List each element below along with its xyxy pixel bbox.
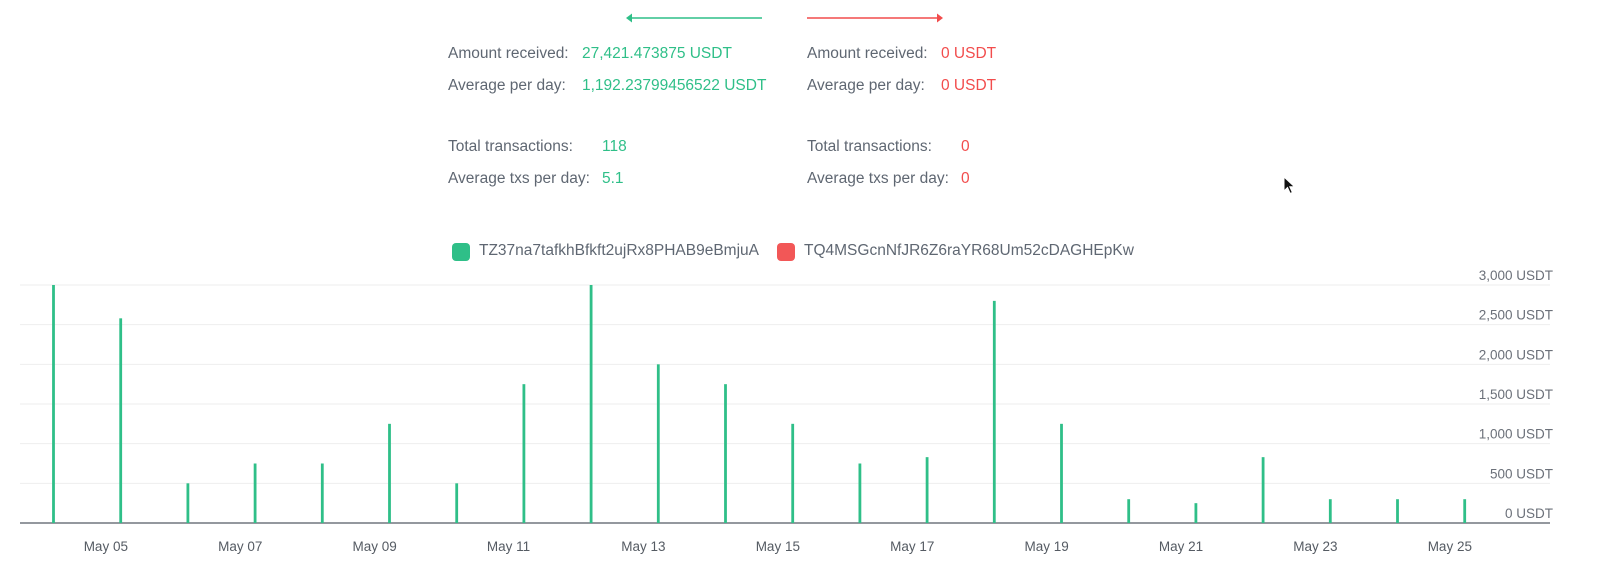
total-tx-row: Total transactions: 118 [448, 138, 627, 156]
mouse-cursor-icon [1283, 175, 1297, 201]
bar-may-25 [1463, 499, 1467, 523]
bar-may-06 [186, 483, 190, 523]
bar-may-05 [119, 318, 123, 523]
bar-may-19 [1060, 423, 1063, 523]
y-tick-label: 3,000 USDT [1479, 268, 1553, 283]
amount-received-label: Amount received: [448, 45, 569, 62]
incoming-arrow-icon [625, 12, 765, 24]
avg-per-day-value: 1,192.23799456522 USDT [582, 77, 767, 94]
legend-label: TZ37na7tafkhBfkft2ujRx8PHAB9eBmjuA [479, 242, 759, 259]
bar-may-13 [656, 364, 660, 523]
avg-per-day-label: Average per day: [807, 77, 925, 94]
avg-per-day-value: 0 USDT [941, 77, 997, 94]
total-tx-label: Total transactions: [807, 138, 932, 155]
x-tick-label: May 17 [890, 539, 934, 554]
x-tick-label: May 11 [487, 539, 530, 554]
bar-may-21 [1194, 503, 1198, 523]
outgoing-stats: Amount received: 0 USDT Average per day:… [807, 0, 1107, 200]
amount-received-row: Amount received: 0 USDT [807, 45, 996, 63]
total-tx-label: Total transactions: [448, 138, 573, 155]
x-tick-label: May 25 [1428, 539, 1472, 554]
avg-per-day-row: Average per day: 1,192.23799456522 USDT [448, 77, 766, 95]
avg-tx-row: Average txs per day: 5.1 [448, 170, 624, 188]
legend-label: TQ4MSGcnNfJR6Z6raYR68Um52cDAGHEpKw [804, 242, 1134, 259]
bar-may-04 [52, 285, 55, 523]
avg-tx-value: 5.1 [602, 170, 624, 187]
y-tick-label: 2,000 USDT [1479, 347, 1553, 362]
y-tick-label: 1,000 USDT [1479, 427, 1553, 442]
legend-swatch-green [452, 243, 470, 261]
bar-may-17 [925, 457, 929, 523]
legend-swatch-red [777, 243, 795, 261]
avg-tx-value: 0 [961, 170, 970, 187]
total-tx-value: 118 [602, 138, 627, 155]
bar-may-15 [791, 423, 795, 523]
x-tick-label: May 21 [1159, 539, 1203, 554]
bar-may-12 [589, 285, 593, 523]
x-tick-label: May 09 [353, 539, 397, 554]
x-tick-label: May 15 [756, 539, 800, 554]
avg-tx-label: Average txs per day: [448, 170, 590, 187]
bar-may-16 [858, 463, 862, 523]
total-tx-value: 0 [961, 138, 970, 155]
bar-may-24 [1396, 499, 1399, 523]
total-tx-row: Total transactions: 0 [807, 138, 970, 156]
amount-received-label: Amount received: [807, 45, 928, 62]
incoming-stats: Amount received: 27,421.473875 USDT Aver… [448, 0, 788, 200]
bar-may-07 [253, 463, 257, 523]
x-tick-label: May 23 [1293, 539, 1337, 554]
x-tick-label: May 05 [84, 539, 128, 554]
y-tick-label: 0 USDT [1505, 506, 1553, 521]
bar-may-10 [455, 483, 459, 523]
amount-received-row: Amount received: 27,421.473875 USDT [448, 45, 732, 63]
avg-per-day-label: Average per day: [448, 77, 566, 94]
avg-per-day-row: Average per day: 0 USDT [807, 77, 996, 95]
x-tick-label: May 07 [218, 539, 262, 554]
bar-may-14 [724, 384, 727, 523]
x-tick-label: May 13 [621, 539, 665, 554]
y-tick-label: 500 USDT [1490, 466, 1553, 481]
outgoing-arrow-icon [806, 12, 946, 24]
avg-tx-label: Average txs per day: [807, 170, 949, 187]
bar-may-08 [320, 463, 324, 523]
bar-may-09 [388, 423, 391, 523]
chart-legend: TZ37na7tafkhBfkft2ujRx8PHAB9eBmjuA TQ4MS… [0, 242, 1600, 264]
bar-may-18 [992, 300, 996, 523]
y-tick-label: 1,500 USDT [1479, 387, 1553, 402]
amount-received-value: 27,421.473875 USDT [582, 45, 732, 62]
bar-may-11 [522, 384, 526, 523]
x-tick-label: May 19 [1025, 539, 1069, 554]
avg-tx-row: Average txs per day: 0 [807, 170, 970, 188]
amount-received-value: 0 USDT [941, 45, 997, 62]
y-tick-label: 2,500 USDT [1479, 308, 1553, 323]
bar-may-23 [1328, 499, 1332, 523]
bar-may-22 [1261, 457, 1265, 523]
bar-may-20 [1127, 499, 1131, 523]
